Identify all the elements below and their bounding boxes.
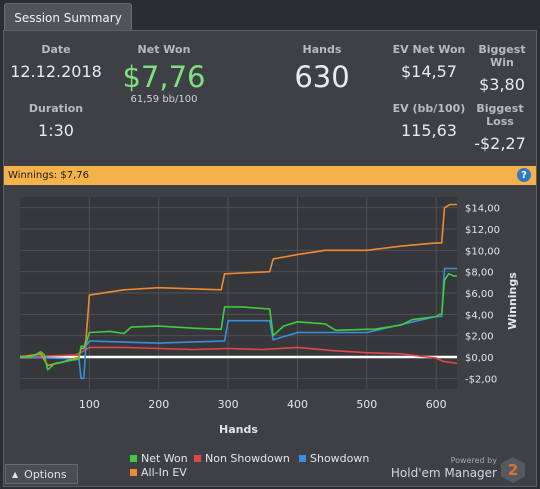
tab-session-summary[interactable]: Session Summary [4, 3, 132, 31]
duration-value: 1:30 [38, 121, 74, 140]
winnings-bar: Winnings: $7,76 ? [4, 166, 536, 185]
legend-swatch-non-showdown [194, 455, 201, 462]
session-summary-panel: Date 12.12.2018 Duration 1:30 Net Won $7… [3, 30, 537, 487]
date-label: Date [41, 43, 71, 56]
chevron-up-icon: ▲ [12, 469, 19, 479]
y-tick-label: -$2,00 [465, 374, 497, 385]
ev-bb-label: EV (bb/100) [392, 102, 466, 115]
stat-biggest-win: Biggest Win $3,80 [468, 43, 536, 94]
x-tick-label: 200 [148, 398, 169, 411]
net-won-value: $7,76 [122, 60, 206, 94]
y-tick-label: $14,00 [465, 204, 500, 215]
legend-label-net-won: Net Won [141, 452, 188, 465]
series-line-net-won [20, 273, 457, 371]
y-tick-label: $12,00 [465, 225, 500, 236]
y-tick-label: $4,00 [465, 310, 494, 321]
legend-swatch-showdown [299, 455, 306, 462]
x-axis-label: Hands [219, 423, 258, 436]
series-line-showdown [19, 267, 457, 380]
legend-label-all-in-ev: All-In EV [141, 466, 187, 479]
stat-net-won: Net Won $7,76 61,59 bb/100 [114, 43, 214, 105]
winnings-label: Winnings: [8, 170, 58, 181]
stat-biggest-loss: Biggest Loss -$2,27 [464, 102, 536, 153]
y-tick-label: $10,00 [465, 246, 500, 257]
options-button[interactable]: ▲ Options [5, 464, 78, 484]
product-name: Hold'em Manager [390, 466, 497, 480]
hands-value: 630 [294, 60, 350, 94]
tab-label: Session Summary [14, 10, 122, 25]
winnings-chart: -$2,00 $0,00 $2,00 $4,00 $6,00 $8,00 $10,00 $12… [19, 197, 519, 436]
legend-non-showdown: Non Showdown [194, 452, 290, 465]
ev-net-won-label: EV Net Won [392, 43, 466, 56]
stat-ev-bb: EV (bb/100) 115,63 [390, 102, 468, 140]
logo-mark: 2 [507, 461, 519, 479]
stat-date: Date 12.12.2018 [8, 43, 104, 81]
stat-ev-net-won: EV Net Won $14,57 [390, 43, 468, 81]
stat-duration: Duration 1:30 [8, 102, 104, 140]
x-tick-label: 500 [356, 398, 377, 411]
chart-series [19, 203, 458, 380]
legend-showdown: Showdown [299, 452, 369, 465]
ev-net-won-value: $14,57 [401, 62, 457, 81]
legend-label-showdown: Showdown [310, 452, 370, 465]
y-tick-label: $6,00 [465, 289, 494, 300]
bb-per-100-value: 61,59 bb/100 [130, 94, 198, 105]
legend-swatch-net-won [130, 455, 137, 462]
duration-label: Duration [28, 102, 84, 115]
powered-by-text: Powered by [450, 456, 497, 465]
hm2-logo-icon: 2 [501, 457, 525, 483]
x-tick-label: 100 [79, 398, 100, 411]
question-icon[interactable]: ? [517, 168, 531, 182]
series-line-non-showdown [19, 346, 458, 365]
biggest-win-label: Biggest Win [478, 43, 526, 69]
y-tick-label: $2,00 [465, 332, 494, 343]
y-axis-label: Winnings [506, 272, 519, 330]
date-value: 12.12.2018 [10, 62, 102, 81]
summary-stats: Date 12.12.2018 Duration 1:30 Net Won $7… [4, 31, 536, 163]
options-label: Options [24, 467, 67, 481]
stat-hands: Hands 630 [272, 43, 372, 94]
biggest-loss-value: -$2,27 [474, 134, 526, 153]
branding: Powered by Hold'em Manager 2 [385, 456, 525, 486]
hands-label: Hands [302, 43, 342, 56]
y-tick-label: $8,00 [465, 268, 494, 279]
x-tick-label: 400 [287, 398, 308, 411]
legend-all-in-ev: All-In EV [130, 466, 187, 479]
legend-swatch-all-in-ev [130, 469, 137, 476]
net-won-label: Net Won [137, 43, 191, 56]
legend-net-won: Net Won [130, 452, 188, 465]
biggest-win-value: $3,80 [479, 75, 525, 94]
y-tick-label: $0,00 [465, 353, 494, 364]
x-tick-labels: 100 200 300 400 500 600 [79, 398, 447, 411]
x-tick-label: 600 [426, 398, 447, 411]
x-tick-label: 300 [218, 398, 239, 411]
y-tick-labels: -$2,00 $0,00 $2,00 $4,00 $6,00 $8,00 $10,00 $12… [465, 204, 500, 386]
winnings-value: $7,76 [60, 170, 89, 181]
biggest-loss-label: Biggest Loss [476, 102, 524, 128]
legend-label-non-showdown: Non Showdown [205, 452, 290, 465]
ev-bb-value: 115,63 [401, 121, 457, 140]
